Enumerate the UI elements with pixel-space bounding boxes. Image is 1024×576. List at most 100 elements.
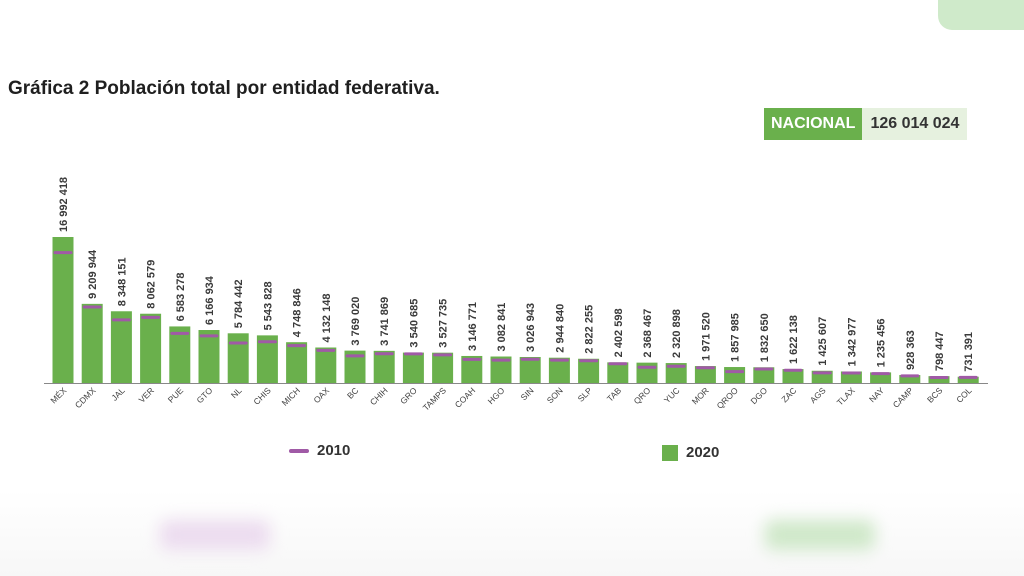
bar-2020-TLAX	[840, 371, 862, 383]
chart-title: Gráfica 2 Población total por entidad fe…	[8, 78, 440, 99]
category-label-SON: SON	[545, 385, 565, 405]
marker-2010-DGO	[754, 367, 774, 371]
value-label-GRO: 3 540 685	[408, 299, 420, 348]
national-value: 126 014 024	[862, 108, 968, 140]
category-label-CHIS: CHIS	[251, 385, 273, 407]
category-label-MÉX: MÉX	[48, 385, 68, 405]
value-label-CDMX: 9 209 944	[87, 249, 99, 299]
marker-2010-HGO	[491, 358, 511, 362]
bar-2020-NAY	[870, 372, 892, 383]
marker-2010-YUC	[666, 364, 686, 368]
value-label-CAMP: 928 363	[905, 330, 917, 370]
legend-2020-label: 2020	[686, 444, 720, 461]
bar-2020-QRO	[636, 362, 658, 383]
legend-2010: 2010	[289, 442, 350, 459]
value-label-COL: 731 391	[963, 332, 975, 372]
category-label-YUC: YUC	[662, 385, 682, 405]
category-label-SLP: SLP	[576, 385, 595, 404]
value-label-PUE: 6 583 278	[175, 272, 187, 321]
blurred-legend-decoration	[765, 520, 875, 550]
marker-2010-SLP	[579, 359, 599, 363]
value-label-MÉX: 16 992 418	[58, 177, 70, 232]
category-label-GTO: GTO	[194, 385, 214, 405]
marker-2010-CDMX	[82, 305, 102, 309]
value-label-ZAC: 1 622 138	[788, 315, 800, 364]
category-label-MOR: MOR	[690, 385, 711, 406]
marker-2010-MOR	[695, 366, 715, 370]
value-label-HGO: 3 082 841	[496, 303, 508, 352]
bar-2020-CHIH	[373, 350, 395, 383]
value-label-SON: 2 944 840	[554, 304, 566, 353]
category-label-COL: COL	[954, 385, 974, 405]
marker-2010-NAY	[871, 372, 891, 376]
value-label-MICH: 4 748 846	[292, 288, 304, 337]
category-label-TLAX: TLAX	[835, 385, 857, 407]
value-label-CHIH: 3 741 869	[379, 297, 391, 346]
marker-2010-AGS	[812, 371, 832, 375]
national-total-badge: NACIONAL 126 014 024	[764, 108, 968, 140]
category-label-DGO: DGO	[748, 385, 769, 406]
value-label-VER: 8 062 579	[146, 260, 158, 309]
category-label-MICH: MICH	[280, 385, 302, 407]
marker-2010-OAX	[316, 348, 336, 352]
bar-2020-GTO	[198, 330, 220, 383]
category-label-COAH: COAH	[453, 385, 477, 409]
category-label-QROO: QROO	[715, 385, 741, 411]
bar-2020-MICH	[286, 342, 308, 383]
bar-2020-OAX	[315, 347, 337, 383]
bar-2020-DGO	[753, 367, 775, 383]
bar-2020-COL	[957, 376, 979, 383]
bar-2020-BCS	[928, 376, 950, 383]
bar-2020-SIN	[519, 356, 541, 383]
value-label-SIN: 3 026 943	[525, 303, 537, 352]
top-decoration	[938, 0, 1024, 30]
marker-2010-CHIH	[374, 352, 394, 356]
marker-2010-SON	[549, 358, 569, 362]
bar-2020-CHIS	[256, 335, 278, 383]
bar-2020-NL	[227, 333, 249, 383]
national-label: NACIONAL	[764, 108, 863, 140]
marker-2010-NL	[228, 341, 248, 345]
value-label-NAY: 1 235 456	[876, 318, 888, 367]
legend-2010-label: 2010	[317, 442, 351, 459]
category-label-NL: NL	[229, 385, 244, 400]
category-label-VER: VER	[137, 385, 156, 404]
bar-2020-COAH	[461, 355, 483, 383]
marker-2010-TAB	[608, 362, 628, 366]
value-label-OAX: 4 132 148	[321, 294, 333, 343]
category-label-CHIH: CHIH	[368, 385, 390, 407]
marker-2010-VER	[141, 315, 161, 319]
bar-2020-SON	[548, 357, 570, 383]
marker-2010-QRO	[637, 365, 657, 369]
marker-2010-CAMP	[900, 374, 920, 378]
category-label-OAX: OAX	[311, 385, 331, 405]
bar-2020-CDMX	[81, 303, 103, 383]
value-label-QROO: 1 857 985	[730, 313, 742, 362]
value-label-JAL: 8 348 151	[116, 257, 128, 306]
bar-2020-QROO	[724, 367, 746, 383]
value-label-BC: 3 769 020	[350, 297, 362, 346]
value-label-SLP: 2 822 255	[584, 305, 596, 354]
marker-2010-BC	[345, 354, 365, 358]
category-label-PUE: PUE	[166, 385, 186, 405]
marker-2010-CHIS	[257, 340, 277, 344]
bar-2020-TAMPS	[432, 352, 454, 383]
marker-2010-GTO	[199, 334, 219, 338]
category-label-BC: BC	[345, 385, 360, 400]
population-bar-chart: 16 992 418 MÉX 9 209 944 CDMX 8 348 151 JAL 8 …	[44, 177, 988, 413]
marker-2010-GRO	[403, 352, 423, 356]
value-label-AGS: 1 425 607	[817, 317, 829, 366]
category-label-ZAC: ZAC	[779, 385, 798, 404]
marker-2010-TLAX	[841, 371, 861, 375]
category-label-TAB: TAB	[605, 385, 624, 404]
marker-2010-ZAC	[783, 368, 803, 372]
value-label-CHIS: 5 543 828	[262, 281, 274, 330]
bar-2020-BC	[344, 350, 366, 383]
marker-2010-SIN	[520, 357, 540, 361]
marker-2010-COL	[958, 375, 978, 379]
value-label-MOR: 1 971 520	[700, 312, 712, 361]
value-label-YUC: 2 320 898	[671, 309, 683, 358]
bar-2020-JAL	[110, 311, 132, 383]
bar-2020-MÉX	[52, 237, 74, 383]
bar-2020-VER	[140, 313, 162, 383]
